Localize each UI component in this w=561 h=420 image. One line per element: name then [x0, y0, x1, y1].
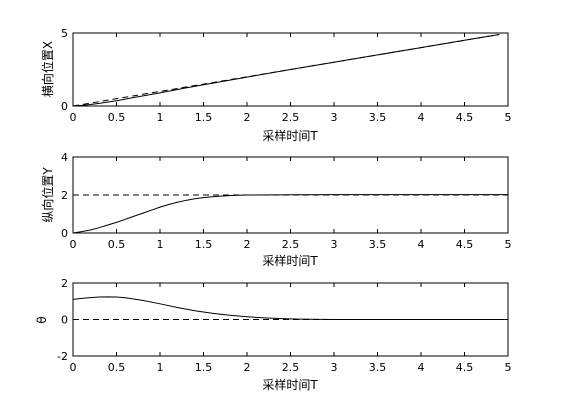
x-tick-label: 3.5 [369, 361, 387, 374]
x-tick-label: 5 [505, 238, 512, 251]
subplot-2: 0 0.5 1 1.5 2 2.5 3 3.5 4 4.5 5 0 2 4 采样时间T 纵向位置Y [40, 151, 512, 268]
x-tick-label: 1.5 [195, 361, 213, 374]
subplot-3: 0 0.5 1 1.5 2 2.5 3 3.5 4 4.5 5-202 采样时间T θ [35, 277, 512, 392]
subplot-1: 0 0.5 1 1.5 2 2.5 3 3.5 4 4.5 5 0 5 采样时间T 横向位置X [40, 27, 512, 143]
x-tick-label: 3.5 [369, 238, 387, 251]
y-tick-label: -2 [57, 350, 68, 363]
y-tick-label: 0 [61, 100, 68, 113]
x-tick-label: 2 [244, 111, 251, 124]
x-tick-label: 4.5 [456, 361, 474, 374]
y-tick-label: 4 [61, 151, 68, 164]
y-tick-label: 0 [61, 227, 68, 240]
ticks-layer-1: 0 0.5 1 1.5 2 2.5 3 3.5 4 4.5 5 0 5 [61, 27, 512, 124]
x-tick-label: 0.5 [108, 361, 126, 374]
x-tick-label: 3 [331, 238, 338, 251]
x-tick-label: 2.5 [282, 361, 300, 374]
x-tick-label: 2 [244, 238, 251, 251]
series-layer-3 [72, 296, 508, 320]
y-tick-label: 2 [61, 189, 68, 202]
x-tick-label: 1.5 [195, 111, 213, 124]
x-tick-label: 1 [157, 361, 164, 374]
y-tick-label: 5 [61, 27, 68, 40]
x-tick-label: 5 [505, 111, 512, 124]
x-tick-label: 0.5 [108, 111, 126, 124]
ticks-layer-2: 0 0.5 1 1.5 2 2.5 3 3.5 4 4.5 5 0 2 4 [61, 151, 512, 251]
y-tick-label: 0 [61, 314, 68, 327]
ticks-layer-3: 0 0.5 1 1.5 2 2.5 3 3.5 4 4.5 5-202 [57, 277, 511, 374]
x-tick-label: 1 [157, 238, 164, 251]
x-tick-label: 4.5 [456, 238, 474, 251]
x-tick-label: 2.5 [282, 238, 300, 251]
x-tick-label: 2 [244, 361, 251, 374]
response-line-1 [72, 33, 500, 107]
x-tick-label: 1.5 [195, 238, 213, 251]
y-axis-label-1: 横向位置X [40, 41, 55, 97]
y-axis-label-3: θ [35, 316, 49, 323]
x-tick-label: 4 [418, 111, 425, 124]
series-layer-1 [72, 33, 500, 107]
x-tick-label: 4.5 [456, 111, 474, 124]
x-tick-label: 3 [331, 111, 338, 124]
x-tick-label: 0 [70, 238, 77, 251]
x-tick-label: 0.5 [108, 238, 126, 251]
series-layer-2 [72, 194, 508, 234]
response-line-3 [72, 296, 508, 320]
x-tick-label: 0 [70, 361, 77, 374]
x-axis-label-2: 采样时间T [262, 253, 318, 268]
x-tick-label: 4 [418, 361, 425, 374]
x-tick-label: 3.5 [369, 111, 387, 124]
response-line-2 [72, 194, 508, 234]
x-tick-label: 1 [157, 111, 164, 124]
x-axis-label-3: 采样时间T [262, 377, 318, 392]
x-tick-label: 2.5 [282, 111, 300, 124]
x-axis-label-1: 采样时间T [262, 128, 318, 143]
y-tick-label: 2 [61, 277, 68, 290]
x-tick-label: 4 [418, 238, 425, 251]
x-tick-label: 3 [331, 361, 338, 374]
x-tick-label: 0 [70, 111, 77, 124]
y-axis-label-2: 纵向位置Y [40, 167, 55, 223]
x-tick-label: 5 [505, 361, 512, 374]
